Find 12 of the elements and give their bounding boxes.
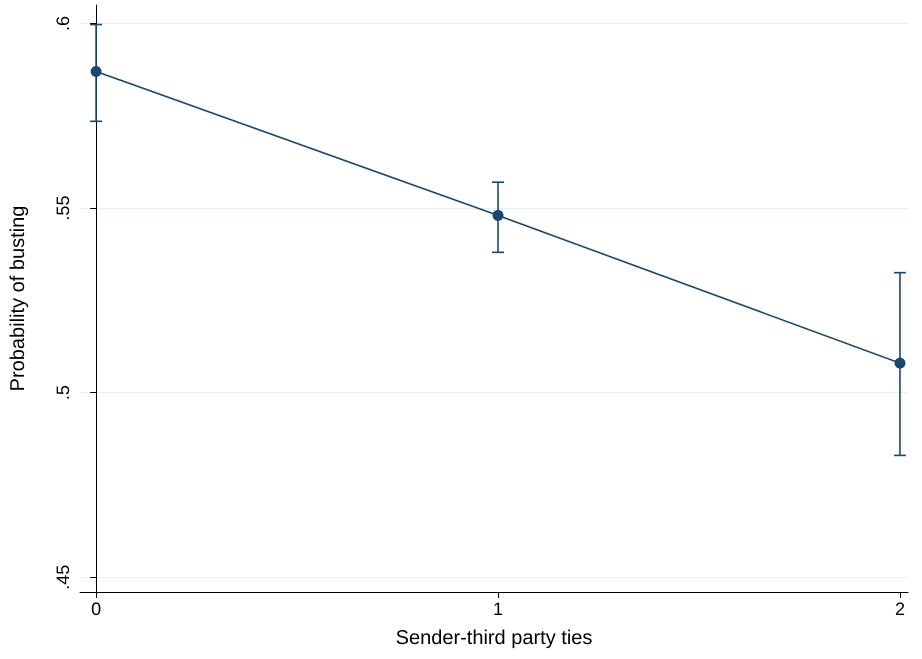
y-tick-label: .55 — [53, 196, 73, 221]
y-tick-label: .5 — [53, 385, 73, 400]
y-tick-label: .6 — [53, 16, 73, 31]
x-axis-title: Sender-third party ties — [396, 627, 592, 649]
y-tick-label: .45 — [53, 564, 73, 590]
x-tick-label: 1 — [493, 599, 504, 619]
point — [894, 358, 906, 369]
x-tick-label: 0 — [91, 599, 102, 619]
x-tick-label: 2 — [894, 599, 905, 619]
point — [492, 210, 504, 221]
y-axis-title: Probability of busting — [7, 206, 29, 392]
point — [90, 66, 102, 77]
